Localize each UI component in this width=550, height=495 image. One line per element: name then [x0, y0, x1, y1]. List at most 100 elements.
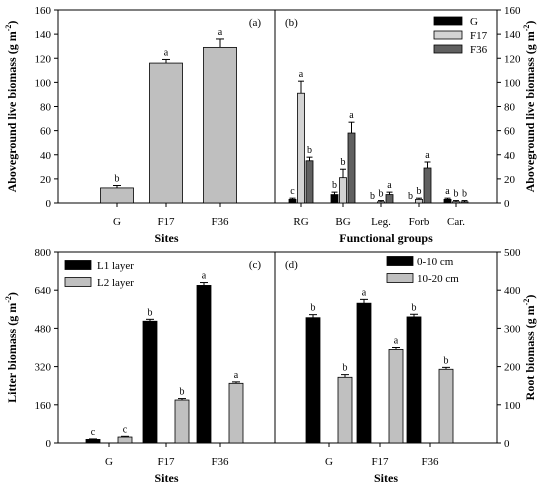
- x-tick-label: F17: [371, 456, 389, 468]
- significance-letter: b: [444, 355, 449, 366]
- y-tick-label: 0: [46, 438, 52, 450]
- bar: [203, 46, 237, 204]
- significance-letter: b: [408, 191, 413, 202]
- x-tick-label: G: [105, 456, 113, 468]
- y-tick-label: 60: [504, 126, 516, 138]
- x-tick-label: RG: [293, 216, 308, 228]
- significance-letter: b: [370, 191, 375, 202]
- legend-swatch: [433, 44, 463, 54]
- bar: [423, 167, 432, 204]
- panel-a: 0 20 40 60 80 100 120 140 160 Aboveground live bi…: [4, 5, 276, 245]
- y-tick-label: 160: [504, 5, 521, 17]
- bar: [388, 349, 404, 444]
- legend-label: L1 layer: [97, 260, 134, 272]
- y-tick-label: 300: [504, 323, 521, 335]
- x-tick-label: F17: [157, 216, 175, 228]
- y-axis-label: Aboveground live biomass (g m-2): [4, 21, 19, 193]
- significance-letter: b: [307, 145, 312, 156]
- bar: [288, 198, 297, 204]
- significance-letter: c: [123, 424, 128, 435]
- y-tick-label: 320: [35, 362, 52, 374]
- bar: [438, 368, 454, 444]
- x-tick-label: G: [113, 216, 121, 228]
- bar: [174, 399, 190, 444]
- legend-label: F17: [470, 30, 488, 42]
- x-axis-label: Sites: [374, 471, 398, 485]
- panel-label: (a): [249, 17, 262, 29]
- y-tick-label: 100: [35, 77, 52, 89]
- bar: [377, 201, 385, 204]
- significance-letter: a: [425, 150, 430, 161]
- panel-label: (b): [285, 17, 298, 29]
- x-tick-label: Forb: [409, 216, 430, 228]
- x-tick-label: BG: [335, 216, 350, 228]
- legend-label: F36: [470, 44, 488, 56]
- significance-letter: c: [91, 427, 96, 438]
- significance-letter: b: [332, 180, 337, 191]
- x-axis-label: Sites: [155, 231, 179, 245]
- significance-letter: a: [362, 287, 367, 298]
- x-tick-label: F36: [211, 456, 229, 468]
- significance-letter: a: [234, 370, 239, 381]
- y-tick-label: 120: [35, 53, 52, 65]
- bar: [149, 62, 183, 204]
- bar: [385, 194, 394, 204]
- bar: [305, 160, 314, 204]
- significance-letter: a: [445, 186, 450, 197]
- legend-swatch: [386, 256, 414, 266]
- significance-letter: a: [349, 110, 354, 121]
- significance-letter: b: [454, 189, 459, 200]
- y-tick-label: 0: [504, 198, 510, 210]
- bar: [356, 302, 372, 444]
- x-axis-label: Functional groups: [339, 231, 433, 245]
- y-tick-label: 160: [35, 5, 52, 17]
- y-axis-label: Litter biomass (g m-2): [4, 292, 19, 403]
- bar: [117, 436, 133, 444]
- legend: 0-10 cm 10-20 cm: [386, 256, 459, 285]
- significance-letter: a: [299, 69, 304, 80]
- significance-letter: b: [379, 189, 384, 200]
- y-tick-label: 80: [504, 102, 516, 114]
- x-tick-label: Leg.: [371, 216, 391, 228]
- bar: [347, 132, 356, 204]
- bar: [297, 92, 305, 204]
- x-tick-label: F36: [421, 456, 439, 468]
- y-tick-label: 160: [35, 400, 52, 412]
- bar: [330, 194, 339, 204]
- bar: [339, 177, 347, 204]
- x-tick-label: Car.: [447, 216, 465, 228]
- y-tick-label: 120: [504, 53, 521, 65]
- y-tick-label: 500: [504, 247, 521, 259]
- y-tick-label: 0: [504, 438, 510, 450]
- x-tick-label: F17: [157, 456, 175, 468]
- bar: [100, 187, 134, 204]
- significance-letter: a: [164, 47, 169, 58]
- y-tick-label: 0: [46, 198, 52, 210]
- legend-label: L2 layer: [97, 277, 134, 289]
- y-tick-label: 80: [40, 102, 52, 114]
- y-tick-label: 60: [40, 126, 52, 138]
- significance-letter: b: [180, 387, 185, 398]
- legend-label: 0-10 cm: [417, 256, 454, 268]
- y-tick-label: 400: [504, 285, 521, 297]
- y-axis-label: Root biomass (g m-2): [522, 295, 537, 401]
- significance-letter: a: [202, 271, 207, 282]
- bar: [460, 201, 469, 204]
- panel-label: (c): [249, 259, 262, 271]
- bar: [196, 285, 212, 444]
- significance-letter: a: [218, 27, 223, 38]
- significance-letter: b: [311, 303, 316, 314]
- y-tick-label: 100: [504, 77, 521, 89]
- plot-frame: [274, 251, 498, 444]
- legend-label: 10-20 cm: [417, 273, 459, 285]
- significance-letter: b: [412, 302, 417, 313]
- legend-swatch: [433, 30, 463, 40]
- bar: [305, 317, 321, 444]
- y-tick-label: 40: [40, 150, 52, 162]
- bar: [415, 198, 423, 204]
- x-axis-label: Sites: [155, 471, 179, 485]
- significance-letter: b: [343, 363, 348, 374]
- significance-letter: b: [115, 174, 120, 185]
- panel-label: (d): [285, 259, 298, 271]
